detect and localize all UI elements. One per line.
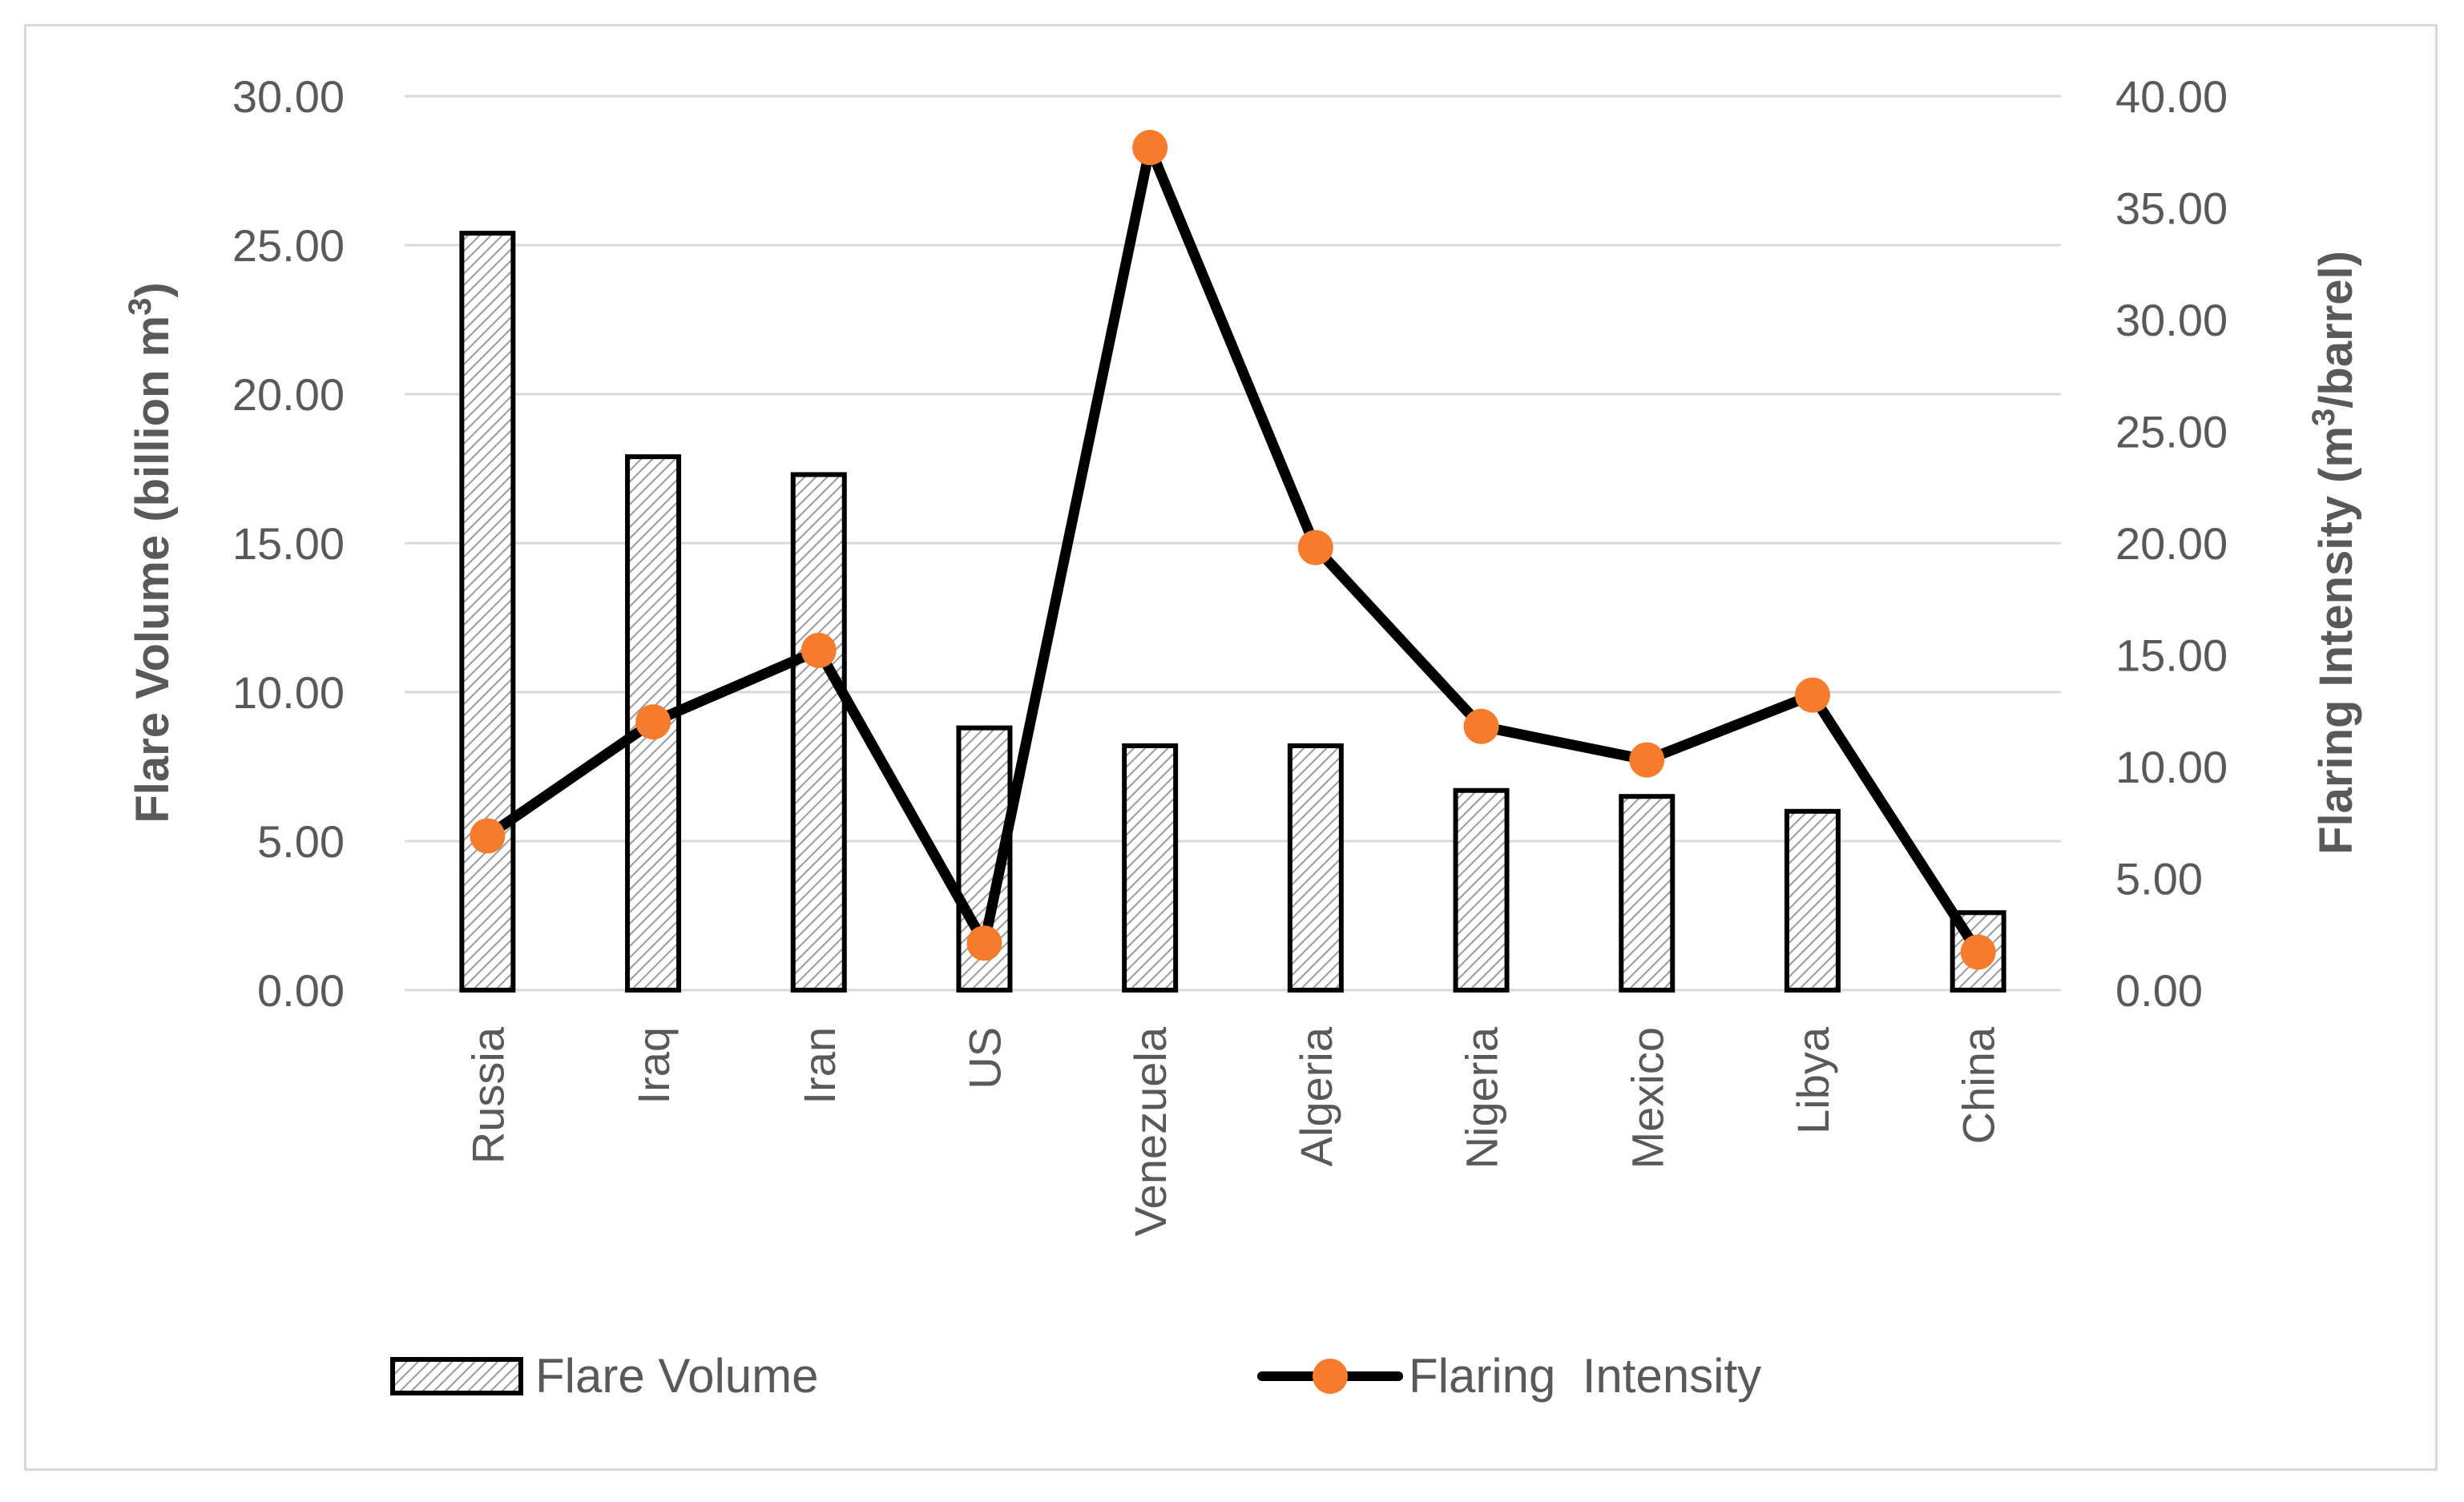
bar-libya [1784,808,1841,993]
right-tick-label-0: 0.00 [2115,965,2203,1016]
category-label-iran: Iran [794,1027,845,1105]
bar-mexico [1619,794,1676,993]
right-tick-label-5: 25.00 [2115,407,2228,457]
line-series-flaring-intensity [470,130,1996,970]
left-axis-ticks: 0.00 5.00 10.00 15.00 20.00 25.00 30.00 [232,71,345,1016]
category-label-china: China [1954,1026,2004,1144]
left-tick-label-2: 10.00 [232,667,345,718]
right-tick-label-3: 15.00 [2115,630,2228,681]
marker-iran [800,632,837,668]
left-tick-label-1: 5.00 [257,816,345,867]
right-tick-label-2: 10.00 [2115,742,2228,792]
marker-nigeria [1463,708,1499,744]
right-tick-label-7: 35.00 [2115,183,2228,234]
left-tick-label-5: 25.00 [232,220,345,271]
category-label-us: US [959,1027,1010,1089]
intensity-line [482,142,1984,958]
bar-nigeria [1453,787,1510,993]
right-tick-label-6: 30.00 [2115,295,2228,345]
marker-russia [470,818,506,854]
left-tick-label-3: 15.00 [232,518,345,569]
category-label-nigeria: Nigeria [1457,1026,1507,1169]
marker-iraq [635,704,671,740]
right-axis-title: Flaring Intensity (m3/barrel) [2306,251,2362,855]
right-tick-label-8: 40.00 [2115,71,2228,122]
marker-algeria [1297,530,1333,566]
category-label-iraq: Iraq [628,1027,679,1105]
category-label-venezuela: Venezuela [1125,1026,1176,1236]
category-label-libya: Libya [1788,1026,1838,1134]
legend: Flare Volume Flaring Intensity [390,1349,1761,1403]
marker-us [966,925,1002,961]
marker-mexico [1629,742,1665,778]
category-label-algeria: Algeria [1291,1026,1341,1166]
bar-algeria [1287,743,1344,993]
legend-swatch-marker [1313,1359,1348,1394]
category-labels: Russia Iraq Iran US Venezuela Algeria Nigeria M… [462,1026,2003,1236]
legend-swatch-flare-volume [390,1357,523,1395]
category-label-mexico: Mexico [1622,1027,1672,1169]
marker-libya [1794,677,1830,713]
legend-label-flaring-intensity: Flaring Intensity [1409,1349,1761,1403]
bar-venezuela [1122,743,1179,993]
left-tick-label-6: 30.00 [232,71,345,122]
bar-series-flare-volume [459,231,2006,993]
category-label-russia: Russia [462,1026,513,1164]
left-tick-label-0: 0.00 [257,965,345,1016]
marker-china [1960,934,1996,970]
legend-label-flare-volume: Flare Volume [535,1349,819,1403]
left-tick-label-4: 20.00 [232,369,345,420]
bar-iran [790,472,847,993]
marker-venezuela [1132,130,1168,166]
bar-russia [459,231,516,993]
right-tick-label-4: 20.00 [2115,518,2228,569]
right-tick-label-1: 5.00 [2115,854,2203,904]
chart-frame [24,24,2438,1471]
right-axis-ticks: 0.00 5.00 10.00 15.00 20.00 25.00 30.00 35.00 40… [2115,71,2228,1016]
left-axis-title: Flare Volume (billion m3) [123,282,179,823]
